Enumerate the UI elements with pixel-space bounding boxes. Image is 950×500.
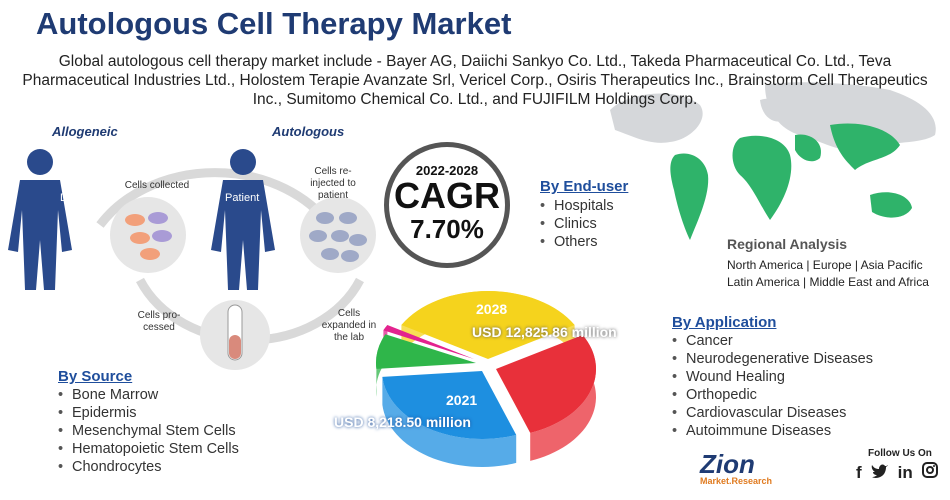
pie-chart: [376, 291, 596, 467]
zion-logo: Zion Market.Research: [700, 449, 773, 486]
cagr-value: 7.70%: [410, 214, 484, 244]
cagr-period: 2022-2028: [415, 163, 479, 178]
donor-label: Donor: [60, 192, 90, 204]
donor-figure: [8, 149, 72, 290]
page-title: Autologous Cell Therapy Market: [36, 6, 512, 41]
application-title: By Application: [672, 314, 777, 331]
list-item: Wound Healing: [672, 368, 873, 386]
pie-slice-red: [496, 335, 596, 433]
logo-main: Zion: [700, 449, 755, 479]
allogeneic-label: Allogeneic: [52, 124, 118, 139]
list-item: Hematopoietic Stem Cells: [58, 440, 239, 458]
list-item: Hospitals: [540, 197, 628, 215]
patient-label: Patient: [225, 192, 260, 204]
value-label-2028: USD 12,825.86 million: [472, 324, 617, 340]
list-item: Cardiovascular Diseases: [672, 404, 873, 422]
twitter-icon[interactable]: [871, 463, 889, 483]
end-user-title: By End-user: [540, 178, 629, 195]
pie-slice-2028: [401, 291, 575, 359]
application-list: Cancer Neurodegenerative Diseases Wound …: [672, 332, 873, 440]
regional-line-2: Latin America | Middle East and Africa: [727, 275, 929, 289]
pie-slice-green: [376, 334, 476, 369]
linkedin-icon[interactable]: in: [897, 462, 913, 482]
list-item: Autoimmune Diseases: [672, 422, 873, 440]
facebook-icon[interactable]: f: [856, 462, 862, 482]
list-item: Chondrocytes: [58, 458, 239, 476]
value-year-2028: 2028: [476, 301, 508, 317]
page-subtitle: Global autologous cell therapy market in…: [22, 53, 928, 108]
cells-collected-label: Cells collected: [124, 180, 190, 191]
cells-expanded-label: Cells expanded in the lab: [321, 308, 377, 343]
source-list: Bone Marrow Epidermis Mesenchymal Stem C…: [58, 386, 239, 476]
value-label-2021: USD 8,218.50 million: [334, 414, 471, 430]
list-item: Mesenchymal Stem Cells: [58, 422, 239, 440]
regional-line-1: North America | Europe | Asia Pacific: [727, 258, 923, 272]
source-section: By Source Bone Marrow Epidermis Mesenchy…: [58, 368, 239, 476]
end-user-list: Hospitals Clinics Others: [540, 197, 628, 251]
process-diagram: [8, 149, 376, 370]
follow-us-label: Follow Us On: [868, 448, 932, 459]
pie-slice-2021: [382, 371, 517, 439]
cagr-label: CAGR: [394, 175, 500, 216]
source-title: By Source: [58, 368, 133, 385]
list-item: Others: [540, 233, 628, 251]
cells-processed-label: Cells pro- cessed: [137, 310, 181, 333]
cells-reinjected-label: Cells re-injected to patient: [310, 166, 356, 201]
list-item: Neurodegenerative Diseases: [672, 350, 873, 368]
instagram-icon[interactable]: [921, 462, 938, 483]
autologous-label: Autologous: [272, 124, 345, 139]
cagr-badge: 2022-2028 CAGR 7.70%: [384, 142, 510, 268]
value-year-2021: 2021: [446, 392, 478, 408]
world-map: [610, 82, 936, 240]
regional-title: Regional Analysis: [727, 236, 848, 252]
patient-figure: [211, 149, 275, 290]
application-section: By Application Cancer Neurodegenerative …: [672, 314, 873, 440]
list-item: Bone Marrow: [58, 386, 239, 404]
pie-slice-pink: [383, 325, 474, 359]
pie-slice-red-side: [530, 335, 596, 461]
list-item: Orthopedic: [672, 386, 873, 404]
list-item: Cancer: [672, 332, 873, 350]
logo-sub: Market.Research: [700, 476, 773, 486]
pie-slice-2021-side: [382, 376, 517, 467]
list-item: Clinics: [540, 215, 628, 233]
end-user-section: By End-user Hospitals Clinics Others: [540, 178, 628, 251]
list-item: Epidermis: [58, 404, 239, 422]
